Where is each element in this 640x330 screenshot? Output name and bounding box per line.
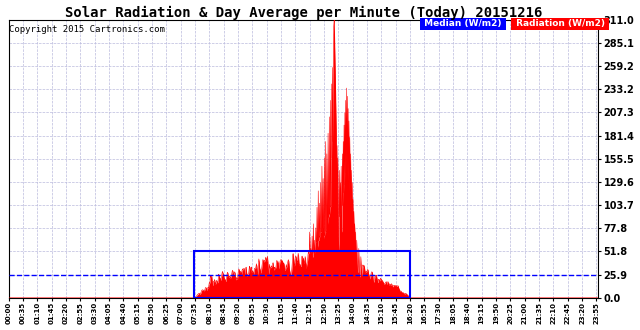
Title: Solar Radiation & Day Average per Minute (Today) 20151216: Solar Radiation & Day Average per Minute… — [65, 6, 542, 20]
Text: Median (W/m2): Median (W/m2) — [421, 19, 505, 28]
Text: Copyright 2015 Cartronics.com: Copyright 2015 Cartronics.com — [9, 25, 165, 34]
Bar — [194, 251, 410, 298]
Text: Radiation (W/m2): Radiation (W/m2) — [513, 19, 607, 28]
